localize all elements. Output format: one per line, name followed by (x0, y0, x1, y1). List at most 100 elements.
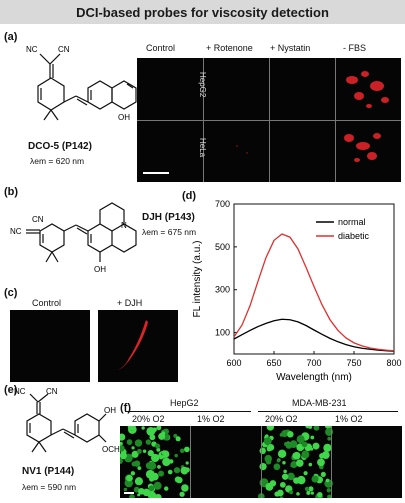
green-cell (266, 423, 275, 431)
panel-f-micrograph-row (117, 422, 402, 501)
green-cell (327, 424, 332, 429)
nv1-emission: λem = 590 nm (22, 482, 77, 492)
green-cell (185, 461, 189, 465)
green-cell (282, 461, 286, 465)
green-cell (162, 457, 171, 467)
green-cell (305, 424, 310, 429)
n-label-b: N (121, 221, 127, 230)
y-axis-label: FL intensity (a.u.) (192, 241, 203, 318)
green-cell (287, 431, 294, 438)
panel-a-fluorescence (236, 71, 389, 162)
green-cell (179, 491, 185, 497)
green-cell (308, 486, 314, 492)
a-col-rotenone: + Rotenone (206, 43, 253, 53)
green-cell (175, 436, 181, 442)
djh-structure: NC CN N OH (10, 202, 137, 274)
green-cell (179, 448, 185, 454)
a-col-control: Control (146, 43, 176, 53)
green-cell (131, 446, 135, 450)
fl-spectrum-chart: 600 650 700 750 800 100 300 500 700 normal diabet… (192, 199, 402, 383)
green-cell (155, 443, 161, 449)
green-cell (323, 443, 332, 453)
oh-label-b: OH (94, 265, 106, 274)
x-tick-label: 600 (226, 358, 241, 368)
f-scale-bar (124, 492, 134, 494)
c-djh-fluorescence (118, 320, 148, 370)
green-cell (296, 435, 305, 444)
green-cell (149, 434, 156, 441)
green-cell (137, 493, 141, 497)
series-line-diabetic (233, 233, 395, 352)
green-cell (273, 463, 281, 471)
green-cell (126, 439, 133, 445)
green-cell (145, 469, 155, 479)
x-axis-label: Wavelength (nm) (276, 372, 352, 383)
green-cell (317, 458, 325, 467)
x-tick-label: 700 (306, 358, 321, 368)
green-cell (145, 439, 152, 445)
x-tick-label: 650 (266, 358, 281, 368)
green-cell (317, 491, 323, 498)
green-cell (156, 447, 161, 452)
a-row-hepg2: HepG2 (198, 72, 207, 98)
green-cell (304, 486, 310, 492)
f-cond-2: 1% O2 (197, 414, 225, 424)
legend-label-normal: normal (338, 217, 366, 227)
green-cell (173, 433, 178, 438)
green-cell (279, 433, 284, 437)
f-green-fluorescence (117, 422, 334, 501)
panel-d-label: (d) (182, 190, 197, 202)
f-grid-v3 (331, 426, 332, 498)
green-cell (137, 466, 142, 471)
f-group-line-2 (258, 411, 398, 412)
cn-label-a: CN (58, 45, 70, 54)
green-cell (327, 494, 332, 500)
green-cell (321, 451, 330, 460)
x-tick-label: 800 (386, 358, 401, 368)
green-cell (159, 455, 163, 460)
panel-e-label: (e) (4, 384, 18, 396)
green-cell (296, 459, 304, 467)
panel-b-label: (b) (4, 186, 19, 198)
panel-a-micrograph-grid (137, 58, 401, 182)
green-cell (147, 450, 154, 457)
series-line-normal (233, 318, 395, 352)
y-tick-label: 500 (215, 242, 230, 252)
c-djh-image (98, 310, 178, 382)
green-cell (264, 454, 272, 463)
a-scale-bar (143, 172, 169, 174)
y-tick-label: 300 (215, 285, 230, 295)
green-cell (129, 494, 135, 500)
green-cell (280, 496, 284, 500)
f-grid-v2 (261, 426, 262, 498)
green-cell (310, 435, 315, 440)
c-col-djh: + DJH (117, 298, 143, 308)
green-cell (312, 442, 320, 450)
green-cell (279, 481, 286, 488)
green-cell (326, 488, 331, 493)
green-cell (287, 472, 295, 481)
green-cell (263, 437, 272, 446)
green-cell (133, 460, 141, 467)
green-cell (276, 459, 281, 463)
green-cell (277, 449, 287, 459)
green-cell (306, 490, 311, 495)
nv1-structure: NC CN OH OCH3 (14, 387, 125, 454)
plot-frame (233, 203, 395, 355)
green-cell (325, 478, 330, 483)
green-cell (174, 453, 178, 458)
green-cell (310, 491, 314, 495)
green-cell (158, 432, 166, 440)
y-tick-label: 700 (215, 199, 230, 209)
figure-title: DCI-based probes for viscosity detection (76, 4, 329, 20)
green-cell (142, 488, 151, 497)
oh-label-a: OH (118, 113, 130, 122)
a-row-hela: HeLa (198, 138, 207, 158)
green-cell (167, 469, 173, 475)
f-cond-1: 20% O2 (132, 414, 165, 424)
cn-label-e: CN (46, 387, 58, 396)
f-grid-v1 (190, 426, 191, 498)
a-col-fbs: - FBS (343, 43, 367, 53)
green-cell (296, 492, 300, 496)
green-cell (285, 442, 293, 449)
